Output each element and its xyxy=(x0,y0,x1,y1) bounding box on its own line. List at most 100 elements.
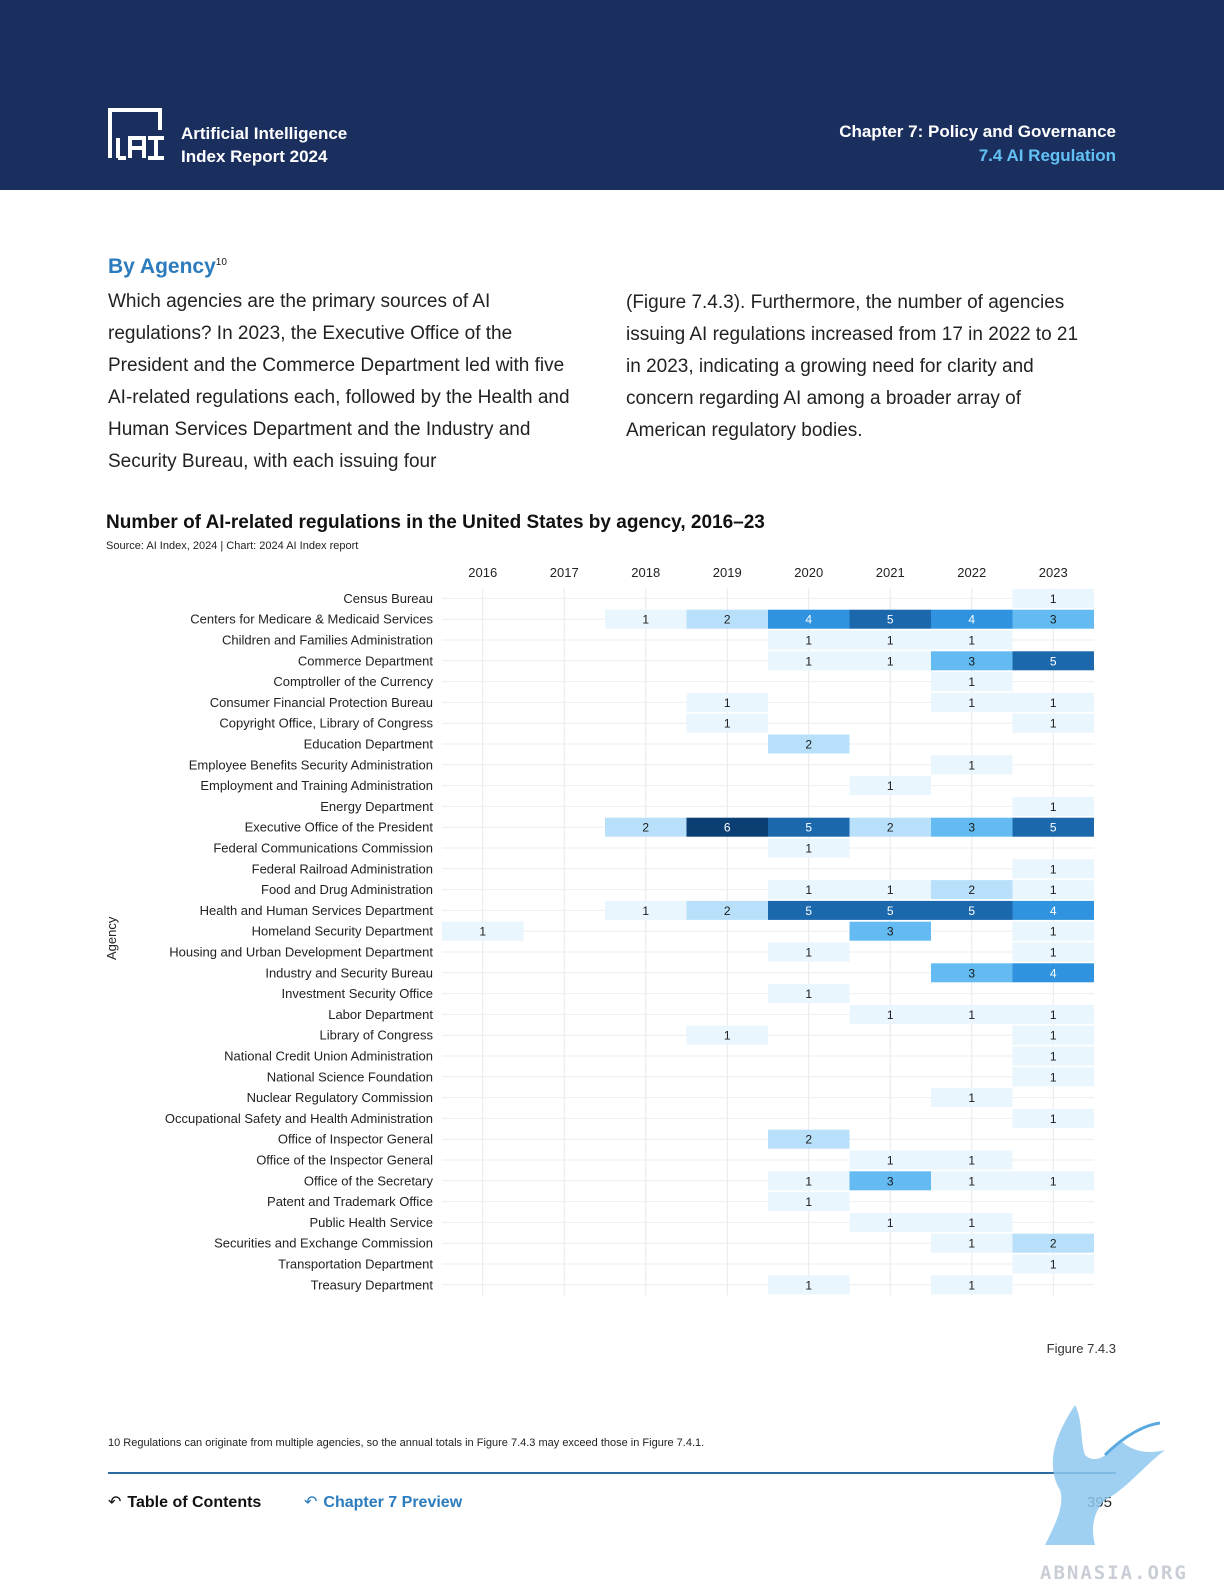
cell-value-label: 1 xyxy=(968,634,975,648)
x-tick-label: 2023 xyxy=(1039,565,1068,580)
cell-value-label: 1 xyxy=(724,1029,731,1043)
cell-value-label: 1 xyxy=(887,634,894,648)
cell-value-label: 1 xyxy=(1050,800,1057,814)
y-tick-label: Public Health Service xyxy=(309,1215,433,1230)
cell-value-label: 3 xyxy=(887,925,894,939)
cell-value-label: 1 xyxy=(887,883,894,897)
cell-value-label: 2 xyxy=(1050,1237,1057,1251)
x-tick-label: 2022 xyxy=(957,565,986,580)
cell-value-label: 1 xyxy=(887,1216,894,1230)
heatmap-cell xyxy=(768,817,850,837)
brand-line-1: Artificial Intelligence xyxy=(181,124,348,143)
heatmap-cell xyxy=(768,1192,850,1212)
cell-value-label: 1 xyxy=(887,1008,894,1022)
section-heading-text: By Agency xyxy=(108,255,216,278)
cell-value-label: 3 xyxy=(968,966,975,980)
paragraph-right: (Figure 7.4.3). Furthermore, the number … xyxy=(626,292,1079,441)
cell-value-label: 2 xyxy=(724,613,731,627)
footnote-ref: 10 xyxy=(215,257,227,268)
y-tick-label: Consumer Financial Protection Bureau xyxy=(210,695,433,710)
heatmap-cell xyxy=(605,900,687,920)
heatmap-cell xyxy=(931,1004,1013,1024)
cell-value-label: 5 xyxy=(1050,821,1057,835)
heatmap-cell xyxy=(1012,713,1094,733)
cell-value-label: 1 xyxy=(968,1174,975,1188)
brand-line-2: Index Report 2024 xyxy=(181,147,328,166)
y-tick-label: Federal Communications Commission xyxy=(213,841,433,856)
heatmap-cell xyxy=(849,880,931,900)
heatmap-cell xyxy=(849,1212,931,1232)
return-arrow-icon: ↶ xyxy=(304,1494,318,1511)
cell-value-label: 1 xyxy=(968,1237,975,1251)
heatmap-cell xyxy=(1012,692,1094,712)
heatmap-cell xyxy=(768,1275,850,1295)
heatmap-cell xyxy=(931,1088,1013,1108)
toc-label: Table of Contents xyxy=(127,1494,262,1511)
cell-value-label: 1 xyxy=(1050,592,1057,606)
heatmap-cell xyxy=(1012,859,1094,879)
section-title-link[interactable]: 7.4 AI Regulation xyxy=(978,146,1116,165)
watermark-text: ABNASIA.ORG xyxy=(1040,1562,1188,1584)
heatmap-cell xyxy=(1012,609,1094,629)
heatmap-cell xyxy=(1012,1254,1094,1274)
cell-value-label: 3 xyxy=(1050,613,1057,627)
cell-value-label: 5 xyxy=(887,904,894,918)
cell-value-label: 1 xyxy=(1050,1070,1057,1084)
cell-value-label: 1 xyxy=(805,883,812,897)
cell-value-label: 1 xyxy=(887,1154,894,1168)
heatmap-cell xyxy=(931,1275,1013,1295)
heatmap-cell xyxy=(605,609,687,629)
chapter-title: Chapter 7: Policy and Governance xyxy=(839,122,1116,141)
heatmap-cell xyxy=(768,630,850,650)
heatmap-cell xyxy=(849,651,931,671)
section-heading: By Agency10 xyxy=(108,255,227,279)
heatmap-cell xyxy=(931,1233,1013,1253)
heatmap-cell xyxy=(686,900,768,920)
heatmap-cell xyxy=(849,609,931,629)
heatmap-cell xyxy=(931,692,1013,712)
y-tick-label: Industry and Security Bureau xyxy=(265,965,433,980)
cell-value-label: 1 xyxy=(968,1091,975,1105)
table-of-contents-link[interactable]: ↶ Table of Contents xyxy=(108,1492,261,1512)
cell-value-label: 3 xyxy=(968,821,975,835)
cell-value-label: 2 xyxy=(887,821,894,835)
heatmap-cell xyxy=(768,942,850,962)
heatmap-cell xyxy=(931,880,1013,900)
heatmap-cell xyxy=(931,672,1013,692)
cell-value-label: 5 xyxy=(1050,654,1057,668)
y-tick-label: Treasury Department xyxy=(311,1277,434,1292)
cell-value-label: 1 xyxy=(968,696,975,710)
cell-value-label: 1 xyxy=(642,613,649,627)
watermark-griffin-icon xyxy=(1045,1405,1165,1545)
cell-value-label: 1 xyxy=(968,675,975,689)
cell-value-label: 1 xyxy=(1050,1258,1057,1272)
heatmap-cell xyxy=(1012,1046,1094,1066)
heatmap-cell xyxy=(931,651,1013,671)
cell-value-label: 1 xyxy=(1050,862,1057,876)
heatmap-cell xyxy=(768,900,850,920)
cell-value-label: 1 xyxy=(1050,1174,1057,1188)
y-tick-label: Library of Congress xyxy=(320,1028,434,1043)
ai-index-logo-icon xyxy=(108,108,164,160)
x-tick-label: 2018 xyxy=(631,565,660,580)
heatmap-cell xyxy=(849,776,931,796)
cell-value-label: 4 xyxy=(1050,966,1057,980)
heatmap-cell xyxy=(849,1004,931,1024)
y-tick-label: Employment and Training Administration xyxy=(200,778,433,793)
y-tick-label: Children and Families Administration xyxy=(222,633,433,648)
y-tick-label: Housing and Urban Development Department xyxy=(169,945,433,960)
y-tick-label: Executive Office of the President xyxy=(245,820,434,835)
heatmap-cell xyxy=(686,817,768,837)
y-tick-label: Food and Drug Administration xyxy=(261,882,433,897)
heatmap-cell xyxy=(931,963,1013,983)
chapter-heading: Chapter 7: Policy and Governance 7.4 AI … xyxy=(839,120,1116,168)
cell-value-label: 1 xyxy=(1050,946,1057,960)
heatmap-cell xyxy=(849,1171,931,1191)
y-tick-label: Health and Human Services Department xyxy=(200,903,434,918)
cell-value-label: 1 xyxy=(805,1195,812,1209)
heatmap-cell xyxy=(686,609,768,629)
heatmap-cell xyxy=(849,1150,931,1170)
chapter-preview-link[interactable]: ↶ Chapter 7 Preview xyxy=(304,1492,462,1512)
heatmap-cell xyxy=(1012,1233,1094,1253)
x-tick-label: 2020 xyxy=(794,565,823,580)
